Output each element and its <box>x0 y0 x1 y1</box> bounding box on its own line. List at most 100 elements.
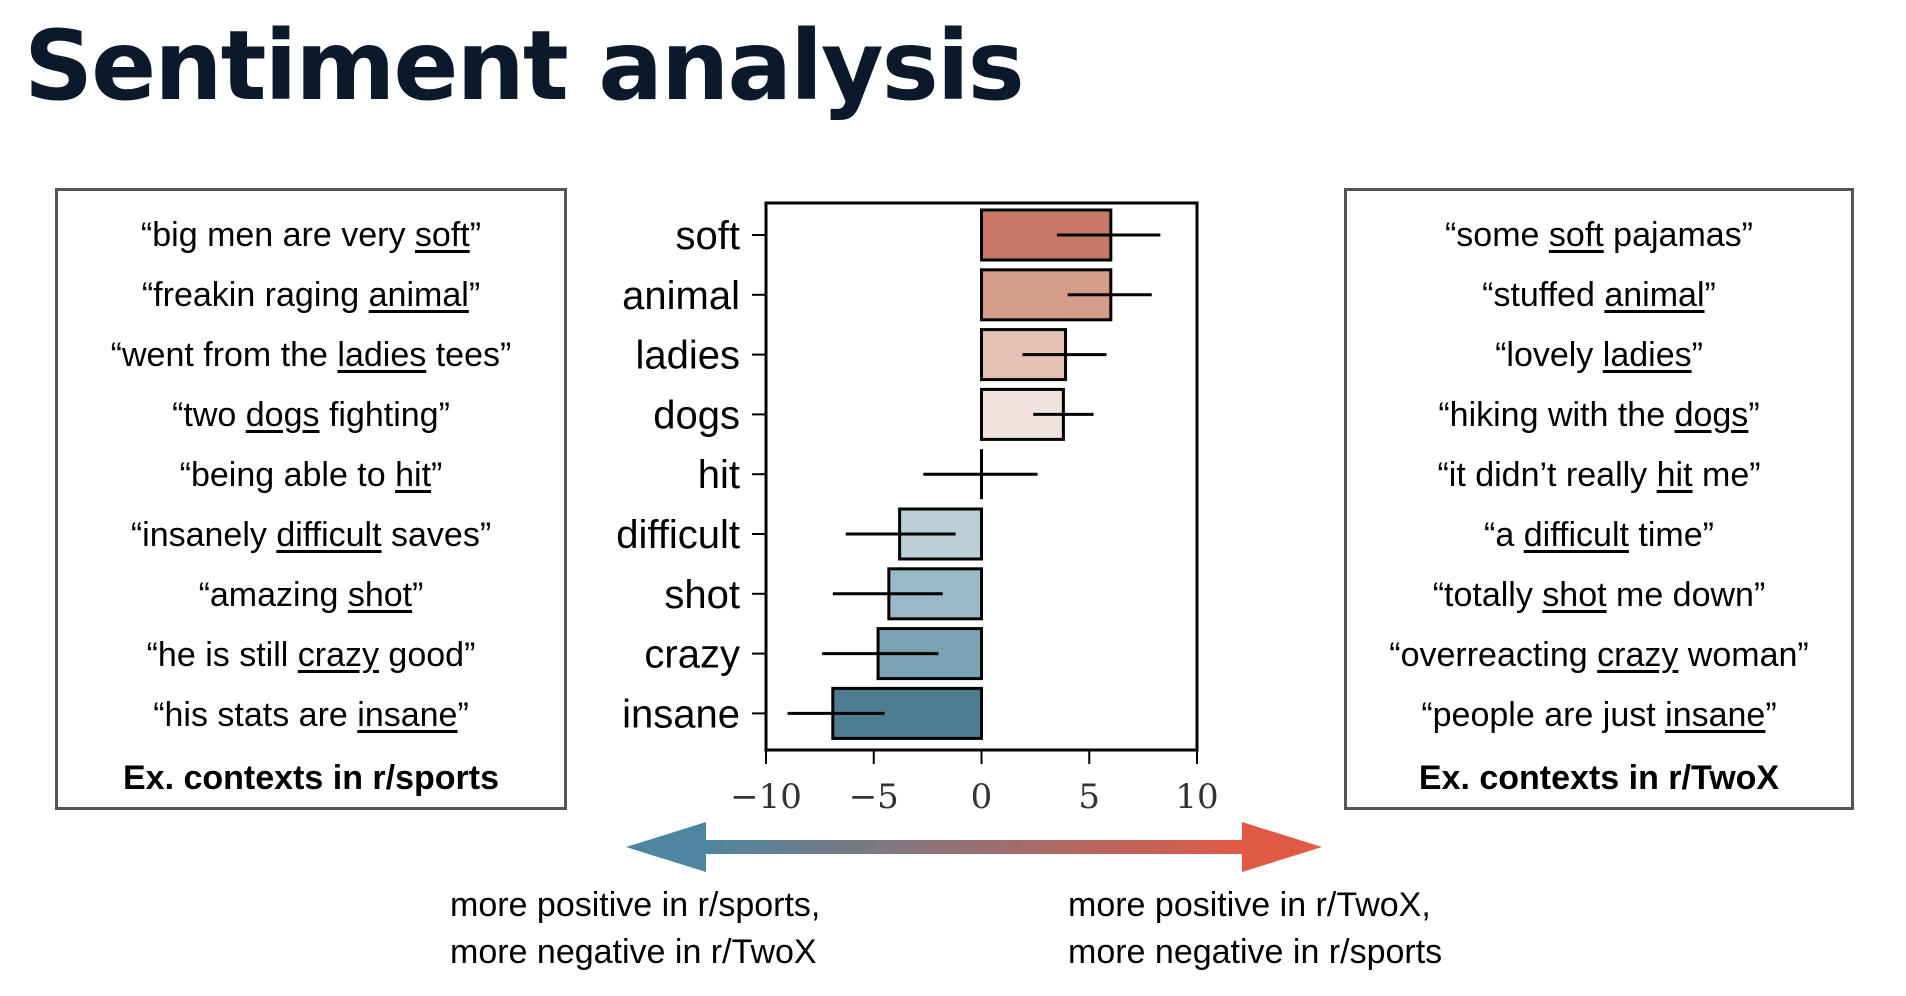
example-text-pre: “being able to <box>179 456 396 494</box>
example-keyword: soft <box>1548 216 1604 254</box>
left-note-line-2: more negative in r/TwoX <box>450 933 817 971</box>
example-keyword: soft <box>414 216 470 254</box>
twox-contexts-caption: Ex. contexts in r/TwoX <box>1418 759 1780 797</box>
example-text-pre: “it didn’t really <box>1437 456 1657 494</box>
twox-example-shot: “totally shot me down” <box>1347 575 1851 615</box>
example-keyword: difficult <box>276 516 382 554</box>
y-tick-label-soft: soft <box>676 214 740 258</box>
sports-example-insane: “his stats are insane” <box>58 695 564 735</box>
sports-example-difficult: “insanely difficult saves” <box>58 515 564 555</box>
example-text-post: tees” <box>426 336 512 374</box>
y-tick-label-ladies: ladies <box>635 334 740 378</box>
y-tick-label-animal: animal <box>622 274 740 318</box>
example-text-pre: “lovely <box>1495 336 1603 374</box>
twox-example-crazy: “overreacting crazy woman” <box>1347 635 1851 675</box>
arrow-right-head <box>1242 822 1322 872</box>
example-text-post: ” <box>1748 396 1760 434</box>
example-text-post: me down” <box>1606 576 1766 614</box>
example-text-pre: “two <box>172 396 246 434</box>
example-keyword: crazy <box>1597 636 1679 674</box>
x-tick-label-0: 0 <box>971 777 993 817</box>
sports-example-ladies: “went from the ladies tees” <box>58 335 564 375</box>
example-text-post: ” <box>1765 696 1777 734</box>
example-text-pre: “hiking with the <box>1438 396 1675 434</box>
example-keyword: difficult <box>1523 516 1629 554</box>
arrow-shaft <box>700 840 1248 854</box>
sports-contexts-box: “big men are very soft” “freakin raging a… <box>55 188 567 810</box>
y-tick-label-insane: insane <box>622 692 740 736</box>
sports-contexts-caption: Ex. contexts in r/sports <box>123 759 499 797</box>
left-direction-note: more positive in r/sports, more negative… <box>450 882 820 976</box>
example-text-pre: “overreacting <box>1389 636 1598 674</box>
example-text-pre: “people are just <box>1421 696 1666 734</box>
example-keyword: shot <box>1542 576 1607 614</box>
y-tick-label-crazy: crazy <box>644 633 740 677</box>
example-text-pre: “big men are very <box>140 216 415 254</box>
example-text-pre: “his stats are <box>153 696 358 734</box>
example-text-post: pajamas” <box>1603 216 1753 254</box>
example-keyword: shot <box>347 576 413 614</box>
right-direction-note: more positive in r/TwoX, more negative i… <box>1068 882 1442 976</box>
sports-example-soft: “big men are very soft” <box>58 215 564 255</box>
right-note-line-1: more positive in r/TwoX, <box>1068 886 1431 924</box>
example-keyword: hit <box>1656 456 1693 494</box>
x-tick-label-5: 5 <box>1078 777 1100 817</box>
example-text-post: ” <box>1704 276 1716 314</box>
example-text-post: ” <box>457 696 469 734</box>
example-text-post: saves” <box>381 516 492 554</box>
example-text-post: woman” <box>1678 636 1809 674</box>
example-text-post: ” <box>1691 336 1703 374</box>
example-text-post: ” <box>468 276 481 314</box>
example-text-pre: “a <box>1484 516 1524 554</box>
x-tick-label--10: −10 <box>730 777 802 817</box>
example-text-pre: “amazing <box>198 576 348 614</box>
example-keyword: crazy <box>297 636 379 674</box>
twox-example-ladies: “lovely ladies” <box>1347 335 1851 375</box>
example-keyword: dogs <box>1674 396 1749 434</box>
example-keyword: insane <box>357 696 458 734</box>
example-text-post: good” <box>378 636 476 674</box>
example-text-pre: “totally <box>1432 576 1543 614</box>
example-keyword: animal <box>368 276 469 314</box>
x-tick-label--5: −5 <box>849 777 899 817</box>
example-text-pre: “stuffed <box>1482 276 1605 314</box>
example-keyword: dogs <box>245 396 320 434</box>
sports-example-crazy: “he is still crazy good” <box>58 635 564 675</box>
example-keyword: insane <box>1665 696 1766 734</box>
twox-example-insane: “people are just insane” <box>1347 695 1851 735</box>
example-text-post: ” <box>431 456 443 494</box>
twox-example-soft: “some soft pajamas” <box>1347 215 1851 255</box>
example-keyword: ladies <box>1602 336 1692 374</box>
twox-example-animal: “stuffed animal” <box>1347 275 1851 315</box>
x-tick-label-10: 10 <box>1175 777 1218 817</box>
sports-example-dogs: “two dogs fighting” <box>58 395 564 435</box>
example-text-pre: “insanely <box>130 516 277 554</box>
page-title: Sentiment analysis <box>24 10 1025 122</box>
example-text-pre: “some <box>1444 216 1549 254</box>
arrow-left-head <box>626 822 706 872</box>
example-text-post: ” <box>469 216 482 254</box>
example-keyword: ladies <box>337 336 427 374</box>
y-tick-label-difficult: difficult <box>616 513 740 557</box>
example-text-post: me” <box>1692 456 1761 494</box>
twox-example-dogs: “hiking with the dogs” <box>1347 395 1851 435</box>
y-tick-label-shot: shot <box>664 573 740 617</box>
y-tick-label-dogs: dogs <box>653 393 740 437</box>
sports-example-hit: “being able to hit” <box>58 455 564 495</box>
example-keyword: hit <box>395 456 432 494</box>
right-note-line-2: more negative in r/sports <box>1068 933 1443 971</box>
left-note-line-1: more positive in r/sports, <box>450 886 821 924</box>
example-text-post: time” <box>1628 516 1714 554</box>
twox-example-difficult: “a difficult time” <box>1347 515 1851 555</box>
sentiment-direction-arrow <box>626 822 1322 872</box>
sports-example-shot: “amazing shot” <box>58 575 564 615</box>
example-text-pre: “freakin raging <box>141 276 369 314</box>
example-text-pre: “he is still <box>146 636 298 674</box>
sports-example-animal: “freakin raging animal” <box>58 275 564 315</box>
example-keyword: animal <box>1604 276 1705 314</box>
y-tick-label-hit: hit <box>698 453 740 497</box>
example-text-post: fighting” <box>319 396 450 434</box>
twox-contexts-box: “some soft pajamas” “stuffed animal” “love… <box>1344 188 1854 810</box>
example-text-pre: “went from the <box>110 336 338 374</box>
